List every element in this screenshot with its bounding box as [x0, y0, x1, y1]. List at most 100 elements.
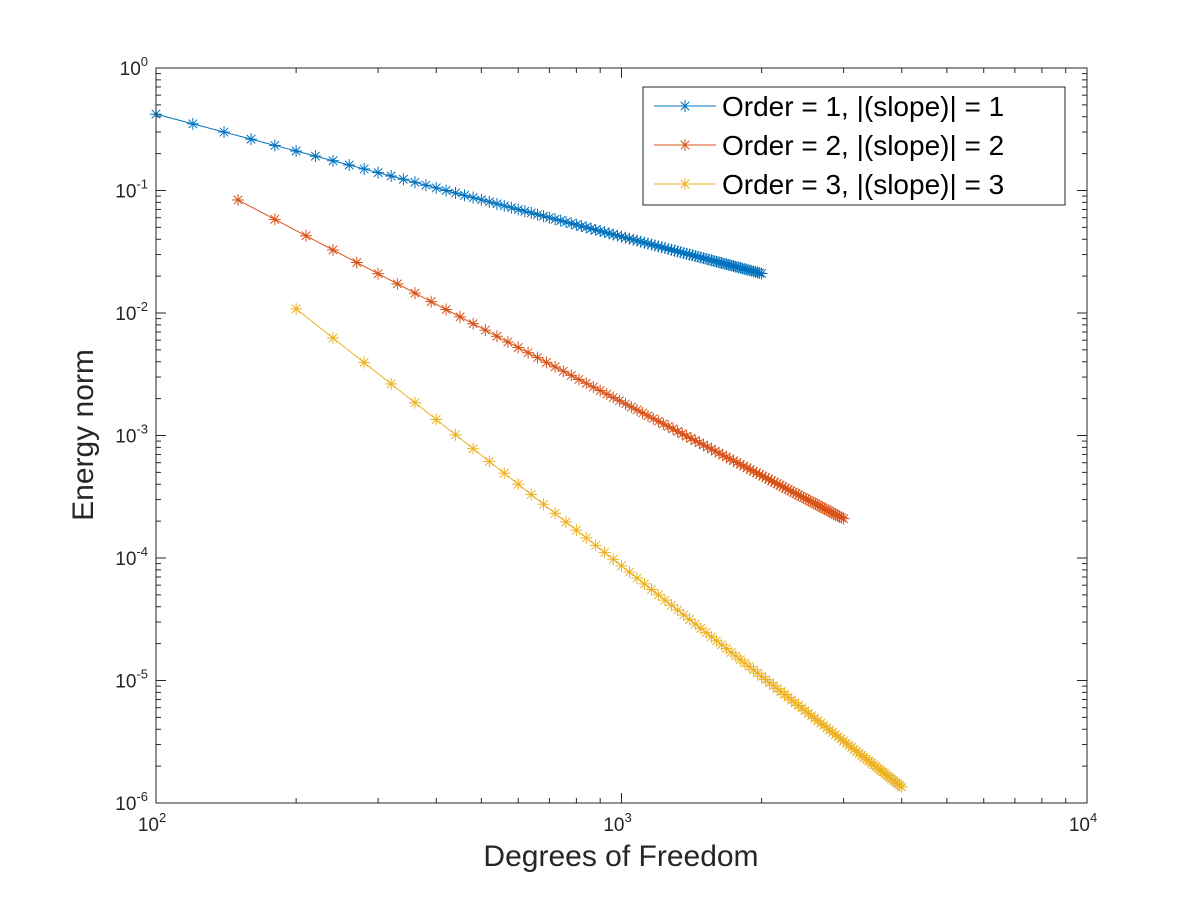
data-point-marker	[498, 199, 511, 212]
data-point-marker	[512, 341, 525, 354]
data-point-marker	[737, 460, 750, 473]
data-point-marker	[518, 205, 531, 218]
series-order-1	[150, 108, 768, 280]
data-point-marker	[475, 193, 488, 206]
data-point-marker	[652, 588, 665, 601]
series-layer	[150, 108, 908, 794]
major-ticks	[155, 67, 1088, 804]
legend-label-order-3: Order = 3, |(slope)| = 3	[722, 169, 1004, 200]
data-point-marker	[430, 413, 443, 426]
data-point-marker	[755, 267, 768, 280]
data-point-marker	[498, 467, 511, 480]
y-tick-label: 10-1	[115, 177, 148, 203]
data-point-marker	[430, 181, 443, 194]
data-point-marker	[501, 336, 514, 349]
data-point-marker	[537, 498, 550, 511]
data-point-marker	[638, 236, 651, 249]
legend-entry-1: Order = 1, |(slope)| = 1	[654, 91, 1004, 122]
x-tick-label: 102	[138, 810, 166, 836]
legend-box	[642, 86, 1066, 206]
data-point-marker	[565, 369, 578, 382]
data-point-marker	[645, 583, 658, 596]
data-point-marker	[658, 594, 671, 607]
legend-marker-order-2	[679, 139, 691, 151]
data-point-marker	[774, 685, 787, 698]
data-point-marker	[560, 515, 573, 528]
legend-label-order-2: Order = 2, |(slope)| = 2	[722, 130, 1004, 161]
data-point-marker	[782, 691, 795, 704]
y-axis-label: Energy norm	[67, 349, 100, 521]
data-point-marker	[671, 604, 684, 617]
data-point-marker	[636, 406, 649, 419]
data-point-marker	[785, 694, 798, 707]
data-point-marker	[549, 360, 562, 373]
data-point-marker	[570, 524, 583, 537]
data-point-marker	[490, 330, 503, 343]
legend-asterisk-icon	[679, 100, 691, 112]
data-point-marker	[525, 488, 538, 501]
data-point-marker	[607, 391, 620, 404]
data-point-marker	[522, 346, 535, 359]
data-point-marker	[440, 303, 453, 316]
data-point-marker	[309, 150, 322, 163]
data-point-marker	[483, 455, 496, 468]
data-point-marker	[358, 162, 371, 175]
x-tick-labels: 102 103 104	[138, 810, 1097, 836]
data-point-marker	[689, 617, 702, 630]
data-point-marker	[512, 478, 525, 491]
data-point-marker	[607, 553, 620, 566]
data-point-marker	[358, 356, 371, 369]
data-point-marker	[350, 256, 363, 269]
data-point-marker	[549, 507, 562, 520]
x-tick-label: 104	[1069, 810, 1097, 836]
series-order-2	[231, 193, 850, 525]
data-point-marker	[343, 158, 356, 171]
legend-marker-order-3	[679, 178, 691, 190]
data-point-marker	[449, 186, 462, 199]
data-point-marker	[490, 197, 503, 210]
data-point-marker	[657, 417, 670, 430]
data-point-marker	[505, 201, 518, 214]
data-point-marker	[652, 415, 665, 428]
data-point-marker	[594, 384, 607, 397]
data-point-marker	[531, 351, 544, 364]
y-tick-label: 10-4	[115, 544, 148, 570]
data-point-marker	[385, 170, 398, 183]
data-point-marker	[638, 577, 651, 590]
data-point-marker	[372, 166, 385, 179]
series-order-3	[290, 302, 908, 794]
data-point-marker	[727, 454, 740, 467]
data-point-marker	[587, 381, 600, 394]
data-point-marker	[615, 559, 628, 572]
data-point-marker	[408, 176, 421, 189]
data-point-marker	[326, 243, 339, 256]
data-point-marker	[740, 461, 753, 474]
data-point-marker	[372, 267, 385, 280]
legend: Order = 1, |(slope)| = 1 Order = 2, |(sl…	[642, 86, 1066, 206]
y-tick-labels: 10-6 10-5 10-4 10-3 10-2 10-1 100	[115, 54, 148, 815]
y-tick-label: 10-2	[115, 299, 148, 325]
data-point-marker	[677, 608, 690, 621]
data-point-marker	[467, 442, 480, 455]
data-point-marker	[231, 193, 244, 206]
data-point-marker	[689, 434, 702, 447]
data-point-marker	[662, 420, 675, 433]
data-point-marker	[483, 195, 496, 208]
data-point-marker	[613, 394, 626, 407]
y-tick-label: 10-3	[115, 422, 148, 448]
data-point-marker	[631, 572, 644, 585]
data-point-marker	[458, 189, 471, 202]
data-point-marker	[326, 332, 339, 345]
legend-asterisk-icon	[679, 178, 691, 190]
data-point-marker	[837, 512, 850, 525]
data-point-marker	[245, 133, 258, 146]
data-point-marker	[290, 302, 303, 315]
data-point-marker	[408, 396, 421, 409]
data-point-marker	[753, 266, 766, 279]
data-point-marker	[467, 191, 480, 204]
data-point-marker	[600, 388, 613, 401]
data-point-marker	[479, 324, 492, 337]
data-point-marker	[723, 452, 736, 465]
data-point-marker	[186, 117, 199, 130]
data-point-marker	[665, 599, 678, 612]
